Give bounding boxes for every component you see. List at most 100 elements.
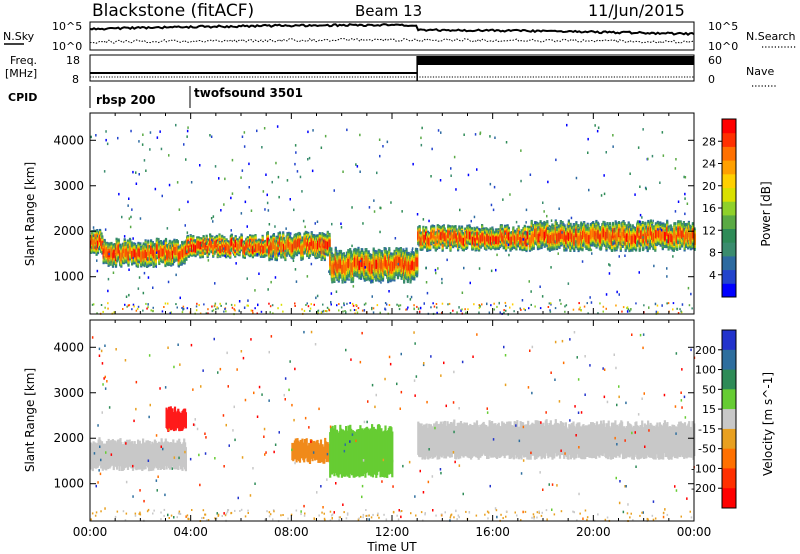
power-cell	[412, 162, 414, 166]
power-cell	[211, 310, 214, 313]
power-cell	[493, 302, 495, 305]
colorbar-swatch	[722, 228, 736, 243]
power-cell	[275, 161, 277, 165]
power-cell	[217, 307, 219, 310]
power-cell	[135, 252, 138, 261]
power-cell	[413, 304, 415, 307]
power-cell	[594, 124, 596, 127]
power-cell	[396, 303, 398, 306]
power-cell	[506, 229, 509, 238]
power-cell	[667, 302, 670, 305]
power-cell	[93, 240, 96, 249]
power-cell	[206, 246, 209, 254]
power-ylabel: Slant Range [km]	[23, 162, 37, 266]
power-cell	[639, 242, 641, 245]
power-cell	[542, 201, 544, 204]
power-cell	[290, 232, 292, 235]
power-cell	[307, 305, 310, 308]
power-cell	[351, 206, 353, 209]
power-cell	[597, 126, 600, 129]
power-cell	[680, 310, 682, 313]
power-cell	[636, 227, 640, 237]
power-cell	[687, 286, 690, 290]
power-cell	[407, 306, 409, 309]
power-cell	[679, 227, 682, 237]
power-cell	[158, 250, 161, 259]
power-cell	[684, 212, 686, 216]
power-cell	[231, 192, 234, 195]
power-cell	[666, 227, 669, 236]
power-cell	[486, 233, 489, 242]
power-cell	[621, 310, 623, 313]
power-cell	[269, 305, 272, 308]
power-cell	[684, 176, 687, 179]
colorbar-swatch	[722, 160, 736, 175]
power-cell	[156, 136, 159, 139]
colorbar-swatch	[722, 173, 736, 188]
power-cell	[295, 151, 297, 154]
power-cell	[342, 261, 345, 271]
power-cell	[524, 309, 526, 312]
power-cell	[241, 135, 244, 138]
power-cell	[318, 238, 321, 247]
power-cell	[203, 303, 205, 306]
power-cell	[398, 257, 401, 267]
power-cell	[181, 311, 184, 314]
power-cell	[147, 264, 150, 268]
power-cell	[223, 203, 225, 206]
power-cell	[405, 308, 407, 311]
power-cell	[277, 244, 279, 248]
cpid-label: CPID	[8, 91, 37, 104]
power-cell	[370, 263, 373, 273]
power-cell	[124, 303, 126, 306]
power-cell	[209, 134, 211, 137]
power-cell	[351, 264, 355, 274]
power-cell	[406, 308, 408, 311]
power-cell	[679, 308, 681, 311]
power-cell	[602, 310, 604, 313]
power-cell	[160, 147, 163, 151]
power-cell	[346, 128, 348, 132]
power-cell	[626, 233, 629, 242]
power-cell	[351, 244, 353, 248]
power-cell	[688, 304, 691, 307]
power-cell	[433, 305, 436, 308]
nsearch-trace	[89, 37, 695, 44]
power-cell	[589, 230, 592, 239]
power-cell	[340, 306, 343, 309]
power-cell	[128, 304, 131, 307]
power-cell	[606, 229, 609, 239]
power-cell	[143, 271, 146, 275]
power-cell	[591, 252, 593, 255]
power-cell	[488, 311, 491, 314]
power-cell	[489, 236, 492, 245]
power-cell	[495, 236, 498, 244]
power-cell	[140, 252, 143, 261]
power-cell	[492, 208, 495, 212]
power-cell	[136, 307, 139, 310]
power-cell	[319, 253, 321, 256]
power-cell	[135, 182, 138, 185]
power-cell	[550, 219, 553, 222]
power-cell	[167, 302, 169, 305]
power-cell	[645, 233, 648, 242]
power-cell	[132, 256, 134, 260]
power-cell	[303, 309, 306, 312]
power-cell	[230, 234, 232, 238]
power-cell	[639, 220, 641, 223]
power-cell	[190, 244, 194, 252]
power-cell	[509, 306, 511, 309]
power-cell	[240, 239, 243, 247]
power-cell	[534, 221, 536, 225]
power-cell	[92, 303, 95, 306]
power-cell	[467, 308, 469, 311]
power-cell	[301, 245, 304, 254]
power-cell	[224, 177, 226, 181]
power-cell	[322, 309, 325, 313]
noise-right-tick-low: 10^0	[708, 40, 738, 53]
power-cell	[401, 210, 403, 213]
power-cell	[351, 302, 354, 305]
power-cell	[649, 227, 652, 236]
